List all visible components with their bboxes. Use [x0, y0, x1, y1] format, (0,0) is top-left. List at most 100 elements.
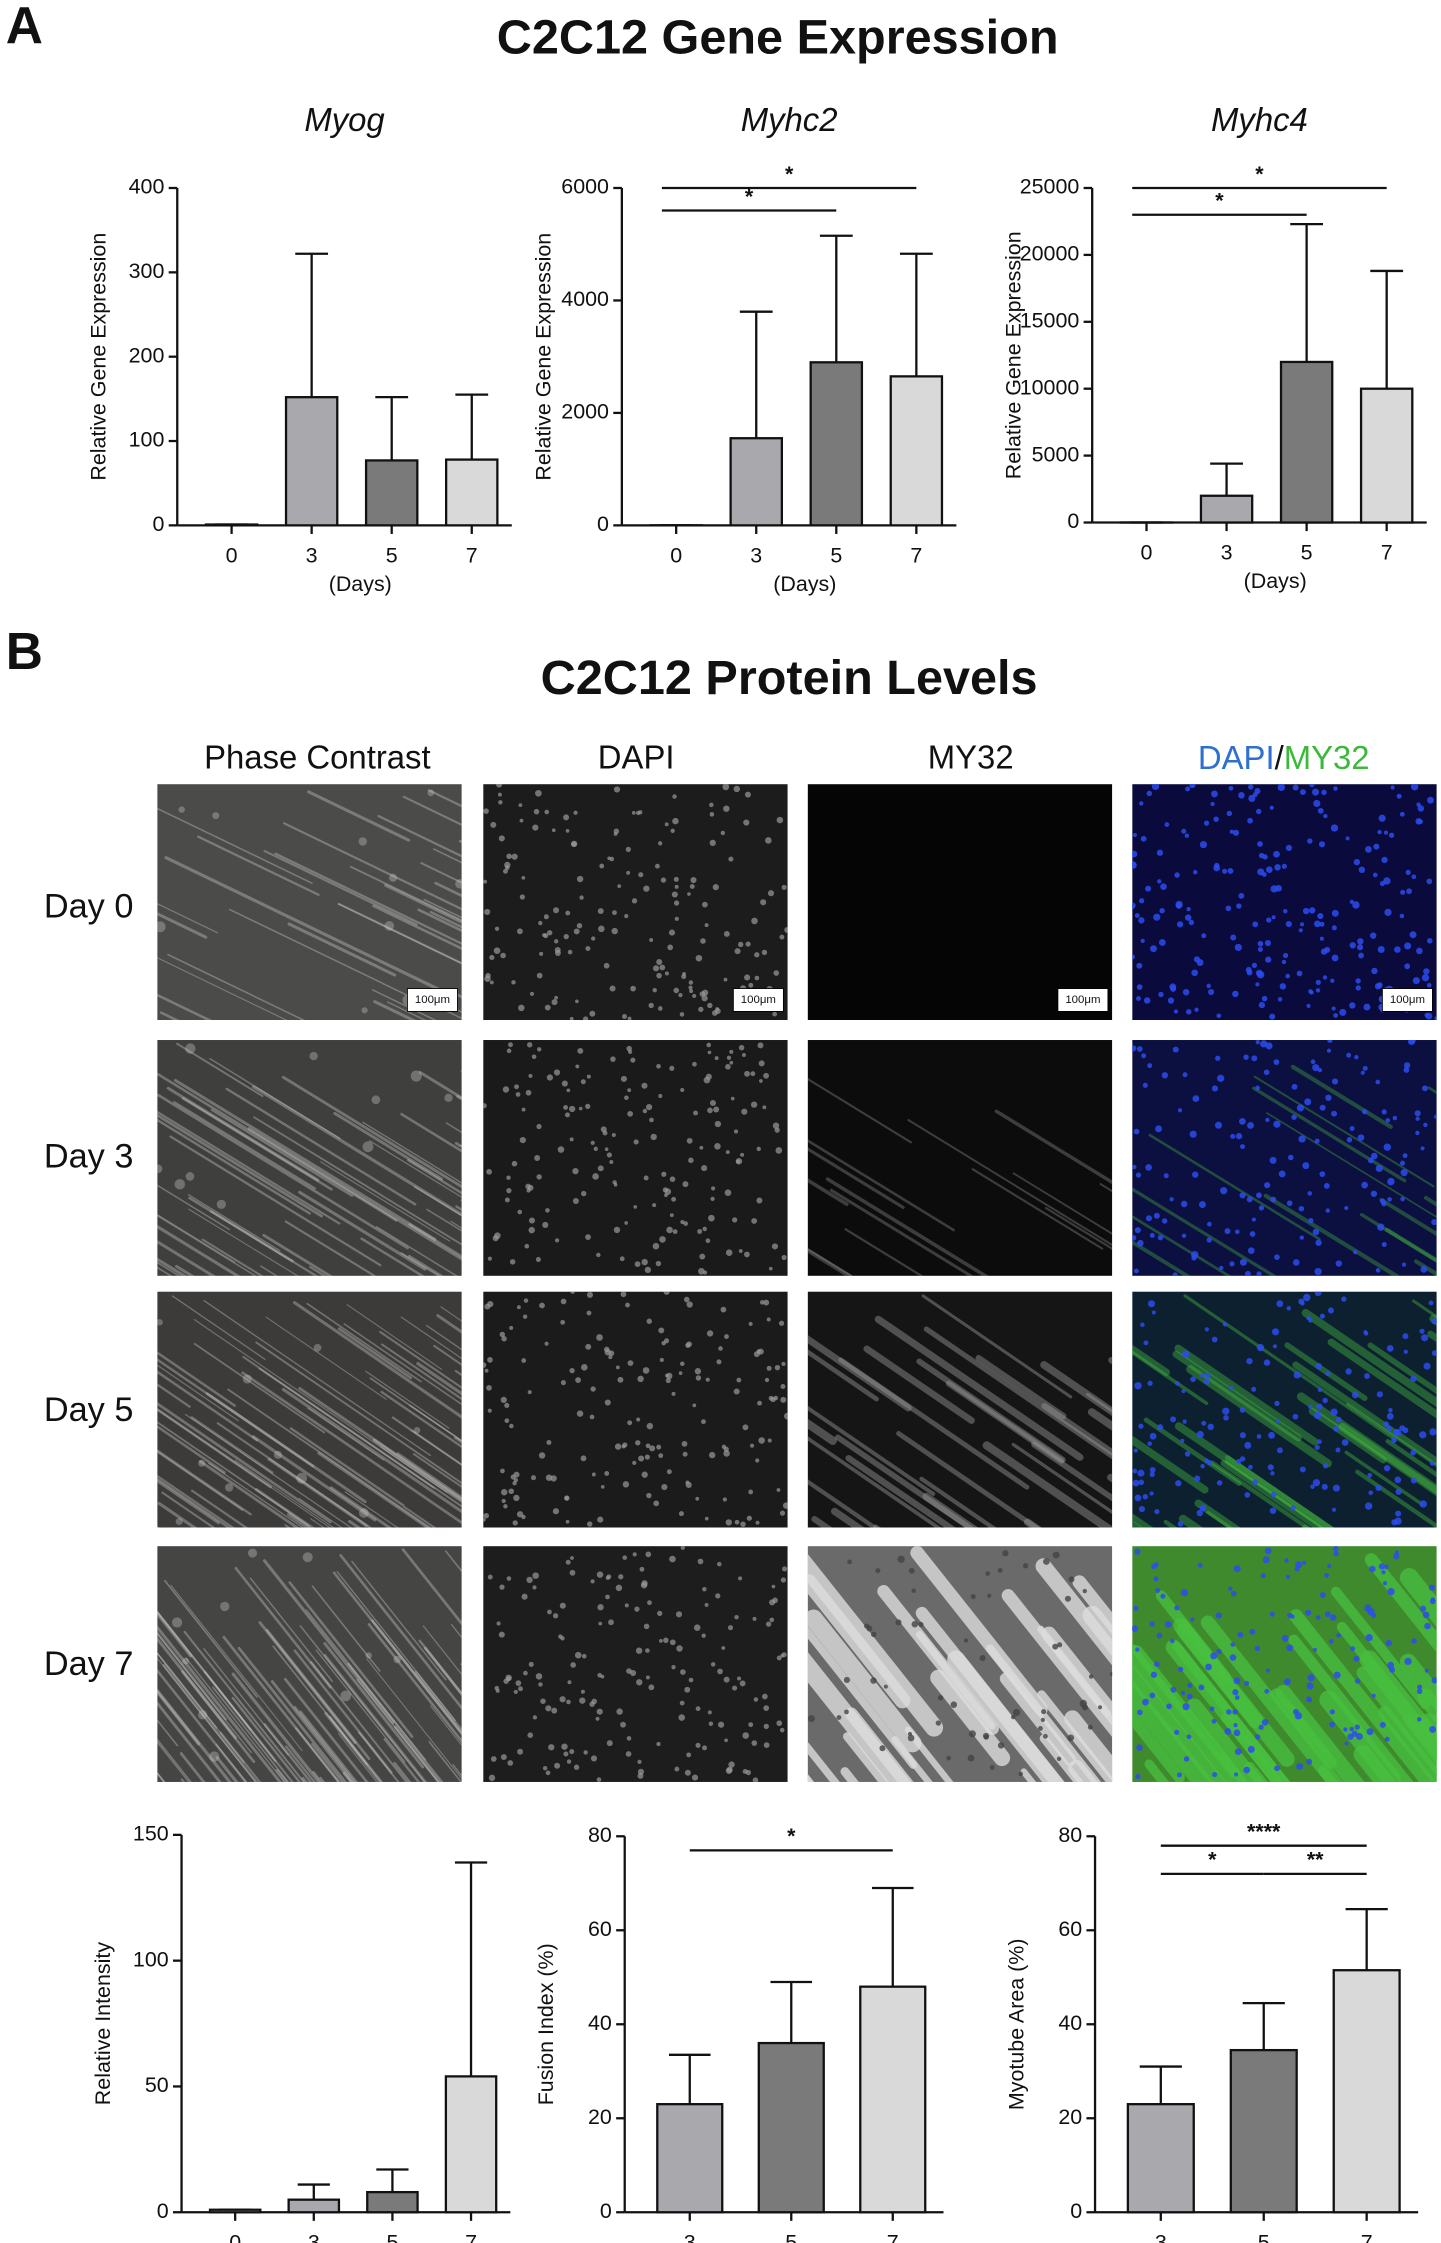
- image-texture: [1132, 954, 1135, 960]
- image-texture: [1181, 1690, 1186, 1696]
- image-texture: [1359, 1650, 1437, 1761]
- image-texture: [539, 951, 544, 956]
- image-texture: [1192, 1171, 1199, 1178]
- image-texture: [569, 1368, 575, 1374]
- image-texture: [1336, 1632, 1341, 1638]
- image-texture: [157, 1383, 191, 1408]
- image-texture: [560, 1636, 565, 1641]
- image-texture: [506, 853, 512, 860]
- image-texture: [843, 1676, 850, 1684]
- header-part: /: [1275, 739, 1285, 776]
- image-texture: [1138, 1479, 1145, 1486]
- image-texture: [1258, 1724, 1264, 1730]
- image-texture: [518, 1004, 525, 1012]
- x-tick-label: 7: [910, 543, 922, 567]
- image-texture: [975, 1354, 1067, 1420]
- image-texture: [1177, 1521, 1184, 1527]
- image-texture: [685, 1481, 692, 1489]
- image-texture: [692, 993, 697, 998]
- image-texture: [1419, 1500, 1427, 1508]
- image-texture: [323, 1642, 425, 1769]
- image-texture: [1298, 1205, 1305, 1212]
- x-axis-label: (Days): [773, 572, 836, 596]
- image-texture: [807, 1479, 879, 1528]
- image-texture: [911, 1588, 916, 1593]
- image-texture: [519, 1136, 526, 1144]
- image-texture: [590, 1579, 595, 1584]
- scale-bar-label: 100μm: [1390, 994, 1425, 1006]
- image-texture: [1290, 1505, 1296, 1511]
- image-texture: [1393, 1428, 1402, 1437]
- image-texture: [511, 1160, 518, 1167]
- image-texture: [1387, 1587, 1395, 1596]
- y-axis-label: Relative Gene Expression: [531, 233, 555, 481]
- image-texture: [1256, 1434, 1262, 1439]
- image-texture: [1421, 1085, 1428, 1092]
- error-bar: [1290, 222, 1324, 362]
- image-texture: [174, 1178, 186, 1190]
- image-texture: [324, 1712, 382, 1782]
- micrograph: [483, 1040, 788, 1276]
- image-texture: [1109, 1671, 1113, 1677]
- image-texture: [538, 1682, 543, 1687]
- image-texture: [237, 1646, 347, 1782]
- image-texture: [643, 885, 650, 892]
- image-texture: [693, 1624, 701, 1631]
- image-texture: [490, 821, 497, 828]
- image-texture: [807, 1139, 955, 1232]
- image-texture: [606, 1152, 612, 1158]
- image-texture: [597, 1672, 602, 1678]
- image-texture: [585, 1343, 592, 1350]
- image-texture: [658, 841, 663, 846]
- image-texture: [1376, 1391, 1383, 1398]
- image-texture: [494, 1685, 500, 1691]
- image-texture: [611, 1133, 616, 1138]
- image-texture: [296, 1472, 308, 1484]
- micrograph: [807, 1040, 1113, 1276]
- image-texture: [1357, 938, 1364, 945]
- image-texture: [1167, 997, 1175, 1004]
- y-tick-label: 5000: [1032, 442, 1080, 466]
- image-texture: [669, 1639, 676, 1646]
- image-texture: [1258, 1001, 1265, 1009]
- image-texture: [624, 1221, 628, 1225]
- image-texture: [483, 1103, 487, 1109]
- image-texture: [1153, 913, 1161, 921]
- image-texture: [678, 1371, 683, 1375]
- image-texture: [1343, 1727, 1348, 1732]
- image-texture: [572, 1167, 579, 1175]
- image-texture: [1198, 1684, 1205, 1691]
- micrograph: [483, 1291, 788, 1528]
- image-texture: [157, 1479, 220, 1525]
- image-texture: [372, 1438, 462, 1503]
- image-texture: [501, 1336, 507, 1342]
- image-texture: [611, 927, 618, 935]
- image-texture: [620, 1075, 628, 1082]
- x-tick-label: 7: [1381, 541, 1393, 565]
- image-texture: [535, 789, 542, 797]
- image-texture: [1423, 968, 1430, 975]
- image-texture: [563, 1105, 569, 1110]
- image-texture: [1064, 1710, 1113, 1782]
- image-texture: [734, 1615, 739, 1620]
- image-texture: [1207, 1423, 1214, 1431]
- image-texture: [781, 884, 787, 891]
- image-texture: [323, 1654, 428, 1782]
- y-axis-label: Fusion Index (%): [534, 1943, 558, 2105]
- image-texture: [1180, 1200, 1188, 1208]
- image-texture: [1183, 1756, 1190, 1762]
- image-background: [807, 1040, 1113, 1276]
- image-texture: [1332, 1484, 1340, 1492]
- image-texture: [1182, 1072, 1188, 1078]
- image-texture: [646, 1422, 654, 1430]
- image-texture: [771, 1584, 776, 1589]
- image-texture: [709, 1099, 716, 1106]
- image-texture: [615, 1365, 620, 1370]
- image-texture: [1319, 1171, 1326, 1177]
- image-texture: [637, 1768, 645, 1775]
- scale-bar-label: 100μm: [741, 994, 776, 1006]
- image-texture: [657, 1610, 663, 1617]
- image-texture: [369, 1140, 462, 1199]
- image-texture: [1306, 1758, 1313, 1765]
- bar: [364, 459, 419, 527]
